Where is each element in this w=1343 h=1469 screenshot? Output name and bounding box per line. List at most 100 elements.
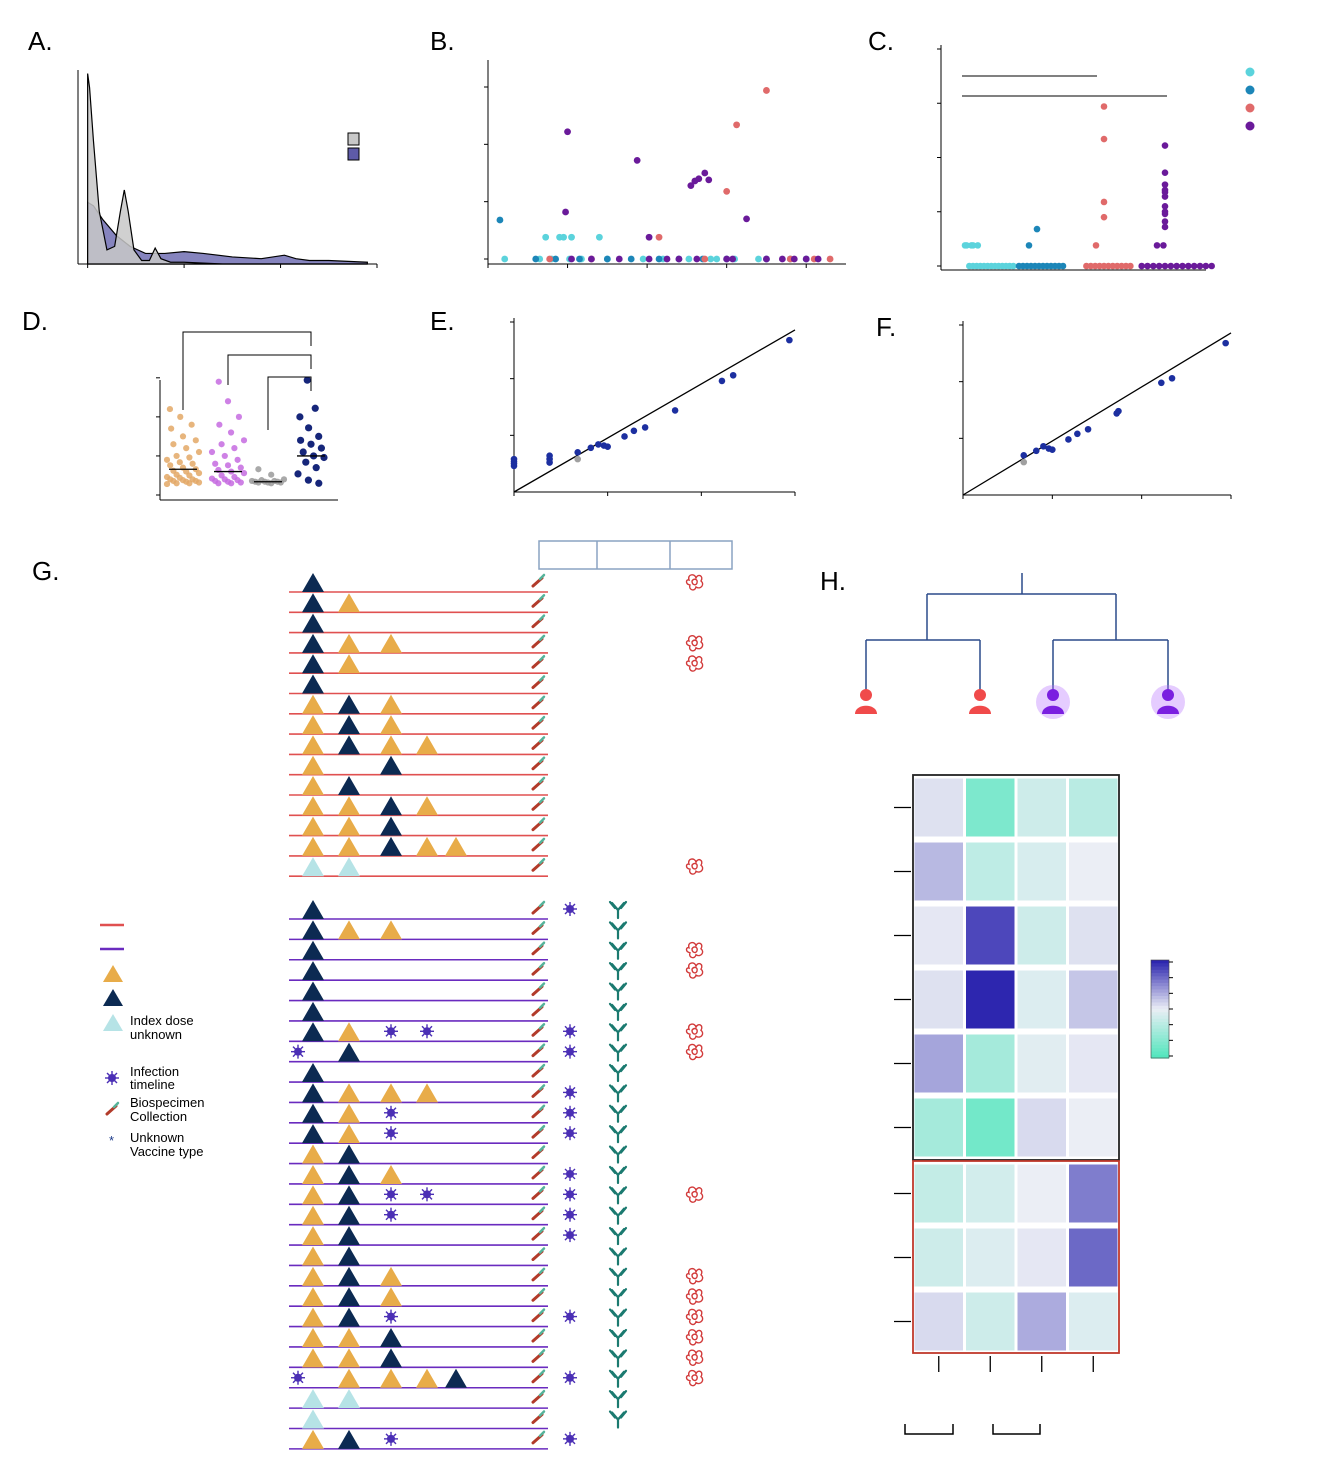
legend-swatch-pvs (347, 147, 360, 161)
panel-d-s1-cohorts (156, 331, 338, 501)
point-control+i (1025, 242, 1033, 249)
point-control-i (713, 255, 721, 263)
biospecimen-icon (531, 1410, 546, 1424)
point-pvs+i (564, 128, 571, 136)
point-pvs (317, 444, 325, 452)
color-scale-step (1151, 1051, 1169, 1056)
spike-cir-icon (685, 634, 704, 652)
legend-label: Unknown (130, 1130, 184, 1145)
point-pvs+i (687, 182, 695, 190)
legend-index-icon (103, 989, 123, 1006)
point-control-i (542, 233, 550, 241)
infection-self-report-icon (562, 1043, 578, 1060)
biospecimen-icon (531, 654, 546, 669)
index-dose (338, 1246, 360, 1266)
point-blue (786, 336, 793, 344)
heatmap-cell (1017, 1228, 1066, 1287)
heatmap-cell (966, 778, 1015, 837)
point-pvs+i (588, 255, 595, 263)
color-scale-step (1151, 982, 1169, 987)
anti-n-igg-icon (608, 1226, 628, 1246)
heatmap-cell (1069, 970, 1118, 1029)
point-pvs (305, 424, 313, 432)
point-blue (1020, 452, 1028, 459)
index-dose (338, 1144, 360, 1164)
biospecimen-icon (531, 573, 546, 588)
index-dose (302, 1083, 324, 1103)
point-my-lc-hc/cvc (167, 462, 174, 469)
heatmap-cell (1069, 1292, 1118, 1351)
biospecimen-icon (531, 900, 546, 915)
point-pvs+i (663, 255, 671, 263)
index-dose (302, 1001, 324, 1021)
anti-n-igg-icon (608, 982, 628, 1001)
header-box (538, 540, 733, 570)
vaccine-dose (302, 755, 324, 775)
color-scale-step (1151, 1009, 1169, 1013)
vaccine-dose (338, 796, 360, 816)
point-blue (718, 377, 726, 385)
biospecimen-icon (531, 1287, 546, 1302)
heatmap-cell (966, 1292, 1015, 1351)
vaccine-dose (302, 1164, 324, 1184)
anti-n-igg-icon (608, 1328, 628, 1348)
panel-letter-h: H. (820, 566, 846, 596)
group-person-icon (969, 689, 991, 714)
panel-a-density-plot (77, 70, 378, 268)
index-dose (338, 1429, 360, 1449)
point-control+i (1033, 225, 1041, 233)
point-control-i (1010, 262, 1017, 270)
vaccine-dose (380, 715, 402, 735)
point-my-lc-hc/cvc (183, 445, 190, 452)
point-pvs-i (655, 233, 663, 241)
point-blue (546, 452, 553, 460)
infection-icon (290, 1370, 306, 1386)
vaccine-dose (302, 1205, 324, 1225)
panel-e-correlation (510, 318, 796, 496)
point-control-i (685, 255, 693, 263)
point-pvs+i (1161, 218, 1169, 225)
point-control+i (552, 255, 560, 263)
point-pvs+i (814, 255, 822, 263)
point-pvs+i (1185, 262, 1192, 270)
biospecimen-icon (531, 1389, 546, 1404)
biospecimen-icon (531, 1124, 546, 1139)
heatmap-cell (966, 1034, 1015, 1093)
point-blue (1065, 436, 1072, 443)
point-pvs+i (645, 233, 653, 241)
heatmap-cell (966, 970, 1015, 1029)
index-dose (445, 1368, 467, 1388)
heatmap-cell (1017, 970, 1066, 1029)
point-pvs-i (826, 255, 834, 263)
vaccine-dose (380, 735, 402, 755)
point-blue (1049, 446, 1056, 453)
vaccine-dose (338, 920, 360, 940)
point-control+i (532, 255, 540, 263)
spike-cir-icon (685, 1023, 704, 1040)
heatmap-cell (914, 842, 963, 901)
heatmap-cell (914, 1098, 963, 1157)
group-person-icon (855, 689, 877, 714)
panel-letter-b: B. (430, 26, 455, 56)
point-pvs+i (1161, 193, 1169, 200)
point-pvs-i (546, 255, 554, 263)
spike-cir-icon (685, 1308, 704, 1326)
infection-icon (383, 1308, 399, 1325)
heatmap-cell (1069, 1034, 1118, 1093)
vaccine-dose (338, 654, 360, 674)
point-pvs (315, 479, 323, 487)
point-my-lc-hc/cvc (188, 421, 195, 428)
vaccine-dose (416, 1083, 438, 1103)
point-pvs+i (729, 255, 737, 263)
anti-n-igg-icon (608, 1104, 628, 1123)
panel-letter-e: E. (430, 306, 455, 336)
index-dose (380, 755, 402, 775)
point-blue (1168, 374, 1176, 382)
index-dose (338, 1287, 360, 1307)
point-my-lc-lc (224, 398, 232, 405)
point-my-lc-hc/cvc (170, 441, 177, 448)
significance-bracket (182, 331, 312, 410)
panel-f-correlation (959, 321, 1232, 499)
point-pvs+i (790, 255, 798, 263)
point-pvs+i (1202, 262, 1210, 270)
